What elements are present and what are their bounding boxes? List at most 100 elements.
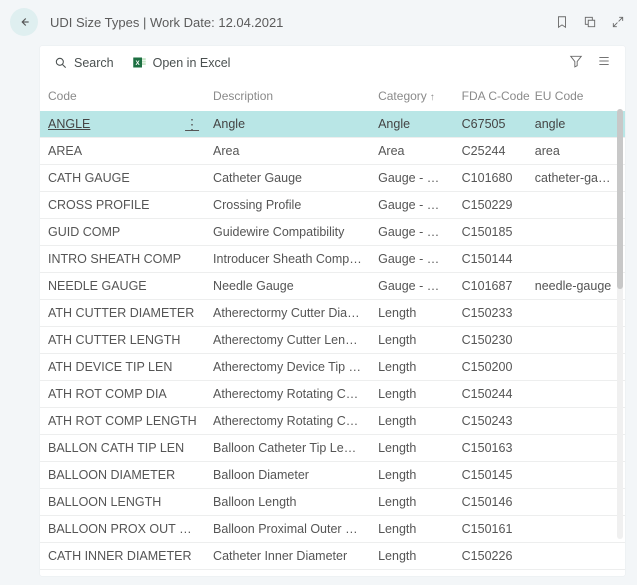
cell-eu	[527, 489, 625, 516]
table-row[interactable]: ATH DEVICE TIP LEN⋮Atherectomy Device Ti…	[40, 354, 625, 381]
cell-category: Gauge - Fren...	[370, 246, 454, 273]
cell-code[interactable]: GUID COMP⋮	[40, 219, 205, 246]
cell-fda: C150200	[454, 354, 527, 381]
cell-eu	[527, 300, 625, 327]
cell-eu	[527, 381, 625, 408]
filter-icon[interactable]	[569, 54, 583, 71]
cell-fda: C150244	[454, 381, 527, 408]
cell-code[interactable]: ATH ROT COMP DIA⋮	[40, 381, 205, 408]
cell-fda: C25244	[454, 138, 527, 165]
popout-icon[interactable]	[583, 15, 597, 29]
table-row[interactable]: BALLOON LENGTH⋮Balloon LengthLengthC1501…	[40, 489, 625, 516]
cell-code[interactable]: NEEDLE GAUGE⋮	[40, 273, 205, 300]
col-header-eu[interactable]: EU Code	[527, 79, 625, 111]
table-container: Code Description Category↑ FDA C-Code EU…	[40, 79, 625, 576]
open-in-excel-label: Open in Excel	[153, 56, 231, 70]
table-row[interactable]: INTRO SHEATH COMP⋮Introducer Sheath Comp…	[40, 246, 625, 273]
cell-code[interactable]: ATH DEVICE TIP LEN⋮	[40, 354, 205, 381]
cell-category: Length	[370, 543, 454, 570]
cell-description: Crossing Profile	[205, 192, 370, 219]
cell-fda: C150146	[454, 489, 527, 516]
col-header-description[interactable]: Description	[205, 79, 370, 111]
cell-code[interactable]: BALLOON DIAMETER⋮	[40, 462, 205, 489]
back-button[interactable]	[10, 8, 38, 36]
arrow-left-icon	[17, 15, 31, 29]
expand-icon[interactable]	[611, 15, 625, 29]
cell-category: Gauge - Nee...	[370, 273, 454, 300]
col-header-fda[interactable]: FDA C-Code	[454, 79, 527, 111]
cell-category: Length	[370, 516, 454, 543]
cell-category: Length	[370, 408, 454, 435]
cell-fda: C150184	[454, 570, 527, 577]
col-header-code[interactable]: Code	[40, 79, 205, 111]
cell-eu: needle-gauge	[527, 273, 625, 300]
cell-description: Angle	[205, 111, 370, 138]
table-row[interactable]: NEEDLE GAUGE⋮Needle GaugeGauge - Nee...C…	[40, 273, 625, 300]
cell-code[interactable]: ATH CUTTER LENGTH⋮	[40, 327, 205, 354]
table-row[interactable]: CATH GAUGE⋮Catheter GaugeGauge - Fren...…	[40, 165, 625, 192]
vertical-scrollbar[interactable]	[617, 109, 623, 539]
cell-category: Length	[370, 489, 454, 516]
cell-code[interactable]: ATH CUTTER DIAMETER⋮	[40, 300, 205, 327]
cell-description: Balloon Proximal Outer Diameter (0...	[205, 516, 370, 543]
cell-fda: C150229	[454, 192, 527, 219]
cell-category: Length	[370, 300, 454, 327]
table-row[interactable]: ATH CUTTER LENGTH⋮Atherectomy Cutter Len…	[40, 327, 625, 354]
table-row[interactable]: CROSS PROFILE⋮Crossing ProfileGauge - Fr…	[40, 192, 625, 219]
col-header-category[interactable]: Category↑	[370, 79, 454, 111]
table-row[interactable]: CATH LENGTH⋮Catheter LengthLengthC150184	[40, 570, 625, 577]
cell-eu	[527, 327, 625, 354]
cell-category: Length	[370, 327, 454, 354]
cell-description: Catheter Length	[205, 570, 370, 577]
table-row[interactable]: CATH INNER DIAMETER⋮Catheter Inner Diame…	[40, 543, 625, 570]
cell-eu	[527, 354, 625, 381]
list-settings-icon[interactable]	[597, 54, 611, 71]
bookmark-icon[interactable]	[555, 15, 569, 29]
cell-fda: C150243	[454, 408, 527, 435]
cell-category: Area	[370, 138, 454, 165]
cell-code[interactable]: INTRO SHEATH COMP⋮	[40, 246, 205, 273]
table-row[interactable]: BALLOON DIAMETER⋮Balloon DiameterLengthC…	[40, 462, 625, 489]
toolbar: Search X Open in Excel	[40, 46, 625, 79]
table-row[interactable]: ANGLE⋮AngleAngleC67505angle	[40, 111, 625, 138]
table-row[interactable]: BALLON CATH TIP LEN⋮Balloon Catheter Tip…	[40, 435, 625, 462]
cell-fda: C150144	[454, 246, 527, 273]
cell-code[interactable]: ANGLE⋮	[40, 111, 205, 138]
cell-eu	[527, 219, 625, 246]
cell-description: Needle Gauge	[205, 273, 370, 300]
cell-eu: angle	[527, 111, 625, 138]
cell-fda: C150163	[454, 435, 527, 462]
table-row[interactable]: ATH ROT COMP DIA⋮Atherectomy Rotating Co…	[40, 381, 625, 408]
cell-code[interactable]: BALLOON LENGTH⋮	[40, 489, 205, 516]
cell-code[interactable]: BALLOON PROX OUT DIA⋮	[40, 516, 205, 543]
cell-code[interactable]: AREA⋮	[40, 138, 205, 165]
cell-description: Area	[205, 138, 370, 165]
sort-indicator-icon: ↑	[430, 92, 435, 103]
cell-description: Atherectomy Device Tip Length	[205, 354, 370, 381]
row-menu-icon[interactable]: ⋮	[185, 117, 199, 131]
scrollbar-thumb[interactable]	[617, 109, 623, 289]
cell-eu	[527, 435, 625, 462]
cell-code[interactable]: BALLON CATH TIP LEN⋮	[40, 435, 205, 462]
table-row[interactable]: GUID COMP⋮Guidewire CompatibilityGauge -…	[40, 219, 625, 246]
table-row[interactable]: BALLOON PROX OUT DIA⋮Balloon Proximal Ou…	[40, 516, 625, 543]
cell-eu	[527, 516, 625, 543]
cell-code[interactable]: CATH GAUGE⋮	[40, 165, 205, 192]
cell-eu	[527, 246, 625, 273]
table-row[interactable]: AREA⋮AreaAreaC25244area	[40, 138, 625, 165]
open-in-excel-action[interactable]: X Open in Excel	[132, 55, 231, 70]
cell-code[interactable]: CATH INNER DIAMETER⋮	[40, 543, 205, 570]
cell-fda: C150145	[454, 462, 527, 489]
cell-category: Gauge - Fren...	[370, 165, 454, 192]
search-action[interactable]: Search	[54, 56, 114, 70]
cell-category: Length	[370, 462, 454, 489]
cell-eu	[527, 462, 625, 489]
table-row[interactable]: ATH ROT COMP LENGTH⋮Atherectomy Rotating…	[40, 408, 625, 435]
cell-code[interactable]: ATH ROT COMP LENGTH⋮	[40, 408, 205, 435]
cell-code[interactable]: CROSS PROFILE⋮	[40, 192, 205, 219]
table-row[interactable]: ATH CUTTER DIAMETER⋮Atherectormy Cutter …	[40, 300, 625, 327]
cell-description: Guidewire Compatibility	[205, 219, 370, 246]
cell-description: Introducer Sheath Compatibility	[205, 246, 370, 273]
cell-fda: C150230	[454, 327, 527, 354]
cell-code[interactable]: CATH LENGTH⋮	[40, 570, 205, 577]
